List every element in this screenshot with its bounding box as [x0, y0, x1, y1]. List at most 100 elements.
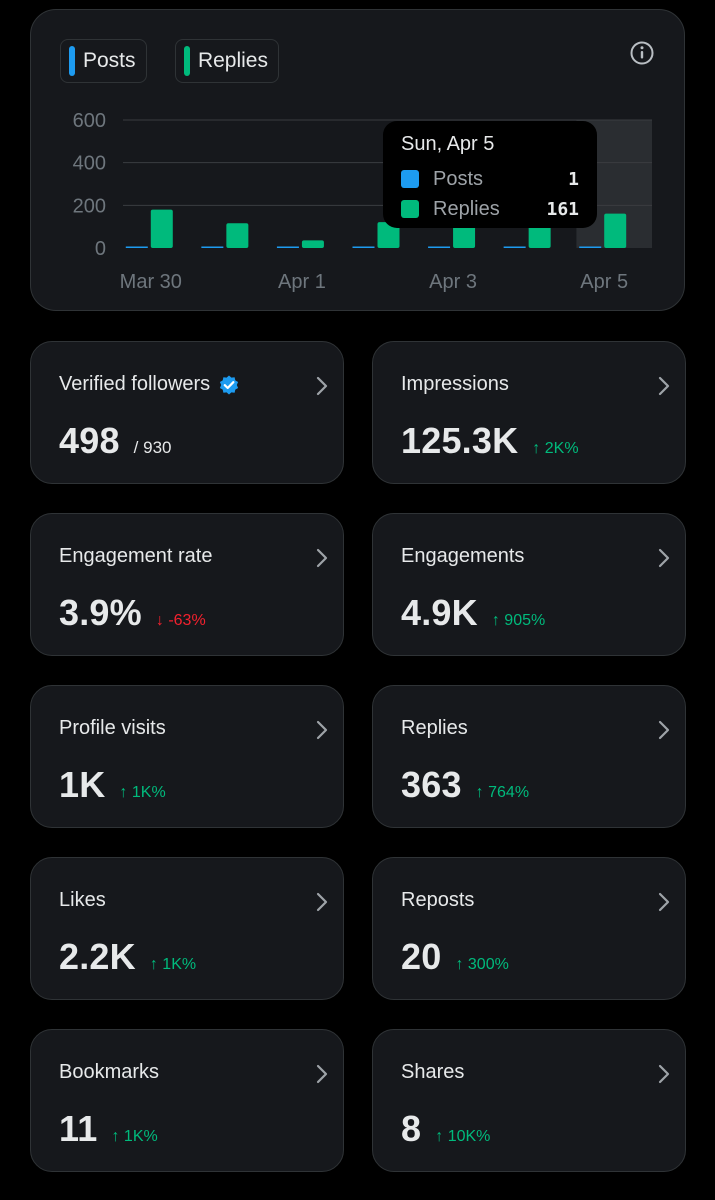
replies-bar [528, 224, 551, 248]
stat-change-value: 764% [488, 784, 530, 801]
legend-posts-toggle[interactable]: Posts [60, 39, 147, 83]
replies-bar [150, 209, 173, 248]
arrow-up-icon: ↑ [532, 440, 541, 457]
stat-label: Likes [59, 889, 106, 912]
stat-card-replies[interactable]: Replies 363 ↑ 764% [372, 685, 686, 828]
stat-label-text: Likes [59, 889, 106, 911]
stat-change-value: 2K% [544, 440, 579, 457]
posts-swatch [69, 46, 75, 76]
tooltip-row-posts: Posts 1 [401, 164, 579, 194]
tooltip-replies-label: Replies [433, 197, 500, 220]
posts-bar [201, 246, 224, 248]
legend-replies-toggle[interactable]: Replies [175, 39, 279, 83]
tooltip-row-replies: Replies 161 [401, 194, 579, 224]
stat-value: 363 [401, 764, 462, 805]
stat-card-impressions[interactable]: Impressions 125.3K ↑ 2K% [372, 341, 686, 484]
chart-tooltip: Sun, Apr 5 Posts 1 Replies 161 [383, 121, 597, 228]
stat-change: ↑ 10K% [435, 1128, 490, 1146]
stat-change: ↑ 764% [476, 784, 529, 802]
stat-card-engagements[interactable]: Engagements 4.9K ↑ 905% [372, 513, 686, 656]
stat-row: 1K ↑ 1K% [59, 764, 166, 806]
stat-change: ↑ 300% [455, 956, 508, 974]
stat-change-value: 905% [504, 612, 546, 629]
arrow-up-icon: ↑ [475, 784, 484, 801]
tooltip-posts-swatch [401, 170, 419, 188]
stat-label-text: Engagements [401, 545, 525, 567]
chevron-right-icon [316, 1064, 328, 1084]
chevron-right-icon [316, 376, 328, 396]
info-icon[interactable] [629, 40, 655, 66]
stat-label: Profile visits [59, 717, 166, 740]
stat-label: Replies [401, 717, 468, 740]
posts-bar [125, 246, 148, 248]
chevron-right-icon [658, 892, 670, 912]
arrow-up-icon: ↑ [111, 1128, 120, 1145]
x-tick-label: Apr 1 [278, 271, 326, 293]
chevron-right-icon [316, 720, 328, 740]
tooltip-posts-value: 1 [568, 168, 579, 190]
activity-chart[interactable]: 0 200 400 600 Mar 30 Apr 1 Apr 3 Apr 5 [31, 10, 686, 312]
stat-card-reposts[interactable]: Reposts 20 ↑ 300% [372, 857, 686, 1000]
stat-label-text: Reposts [401, 889, 475, 911]
replies-bar [604, 213, 627, 248]
stat-label: Engagement rate [59, 545, 212, 568]
tooltip-date: Sun, Apr 5 [401, 133, 495, 155]
posts-bar [428, 246, 451, 248]
x-tick-label: Apr 3 [429, 271, 477, 293]
stat-change: ↓ -63% [156, 612, 206, 630]
posts-bar [579, 246, 602, 248]
stat-card-engagement-rate[interactable]: Engagement rate 3.9% ↓ -63% [30, 513, 344, 656]
stat-row: 20 ↑ 300% [401, 936, 509, 978]
stat-label: Shares [401, 1061, 464, 1084]
stat-label-text: Replies [401, 717, 468, 739]
stat-change-value: -63% [168, 612, 206, 629]
tooltip-replies-value: 161 [546, 198, 579, 220]
stat-card-profile-visits[interactable]: Profile visits 1K ↑ 1K% [30, 685, 344, 828]
stat-change: ↑ 1K% [119, 784, 165, 802]
stat-change-value: 10K% [447, 1128, 491, 1145]
arrow-up-icon: ↑ [149, 956, 158, 973]
arrow-up-icon: ↑ [491, 612, 500, 629]
stat-value: 1K [59, 764, 106, 805]
stat-label-text: Engagement rate [59, 545, 213, 567]
stat-value: 11 [59, 1108, 98, 1149]
replies-bar [377, 222, 400, 248]
y-tick-label: 0 [95, 238, 106, 260]
chevron-right-icon [316, 548, 328, 568]
arrow-down-icon: ↓ [155, 612, 164, 629]
stat-card-likes[interactable]: Likes 2.2K ↑ 1K% [30, 857, 344, 1000]
stat-label: Impressions [401, 373, 509, 396]
posts-bar [352, 246, 375, 248]
arrow-up-icon: ↑ [455, 956, 464, 973]
activity-chart-card: 0 200 400 600 Mar 30 Apr 1 Apr 3 Apr 5 Posts Re… [30, 9, 685, 311]
stat-row: 125.3K ↑ 2K% [401, 420, 579, 462]
stat-total: / 930 [133, 438, 172, 457]
stat-row: 11 ↑ 1K% [59, 1108, 158, 1150]
stat-label-text: Profile visits [59, 717, 166, 739]
stat-change-value: 1K% [131, 784, 166, 801]
stat-value: 20 [401, 936, 442, 977]
stat-card-bookmarks[interactable]: Bookmarks 11 ↑ 1K% [30, 1029, 344, 1172]
arrow-up-icon: ↑ [119, 784, 128, 801]
stat-card-shares[interactable]: Shares 8 ↑ 10K% [372, 1029, 686, 1172]
stat-row: 2.2K ↑ 1K% [59, 936, 196, 978]
chevron-right-icon [658, 720, 670, 740]
arrow-up-icon: ↑ [435, 1128, 444, 1145]
stat-label-text: Impressions [401, 373, 509, 395]
stat-label-text: Shares [401, 1061, 465, 1083]
stat-change: ↑ 2K% [532, 440, 578, 458]
chevron-right-icon [658, 548, 670, 568]
stat-value: 3.9% [59, 592, 142, 633]
stat-row: 3.9% ↓ -63% [59, 592, 206, 634]
stat-row: 498 / 930 [59, 420, 171, 462]
stat-card-verified-followers[interactable]: Verified followers 498 / 930 [30, 341, 344, 484]
stat-row: 363 ↑ 764% [401, 764, 529, 806]
stat-change-value: 1K% [123, 1128, 158, 1145]
stat-label-text: Verified followers [59, 373, 211, 395]
y-tick-label: 600 [73, 110, 106, 132]
posts-bar [276, 246, 299, 248]
x-tick-label: Mar 30 [120, 271, 182, 293]
posts-bar [503, 246, 526, 248]
stat-change-value: 1K% [162, 956, 197, 973]
stat-row: 4.9K ↑ 905% [401, 592, 545, 634]
